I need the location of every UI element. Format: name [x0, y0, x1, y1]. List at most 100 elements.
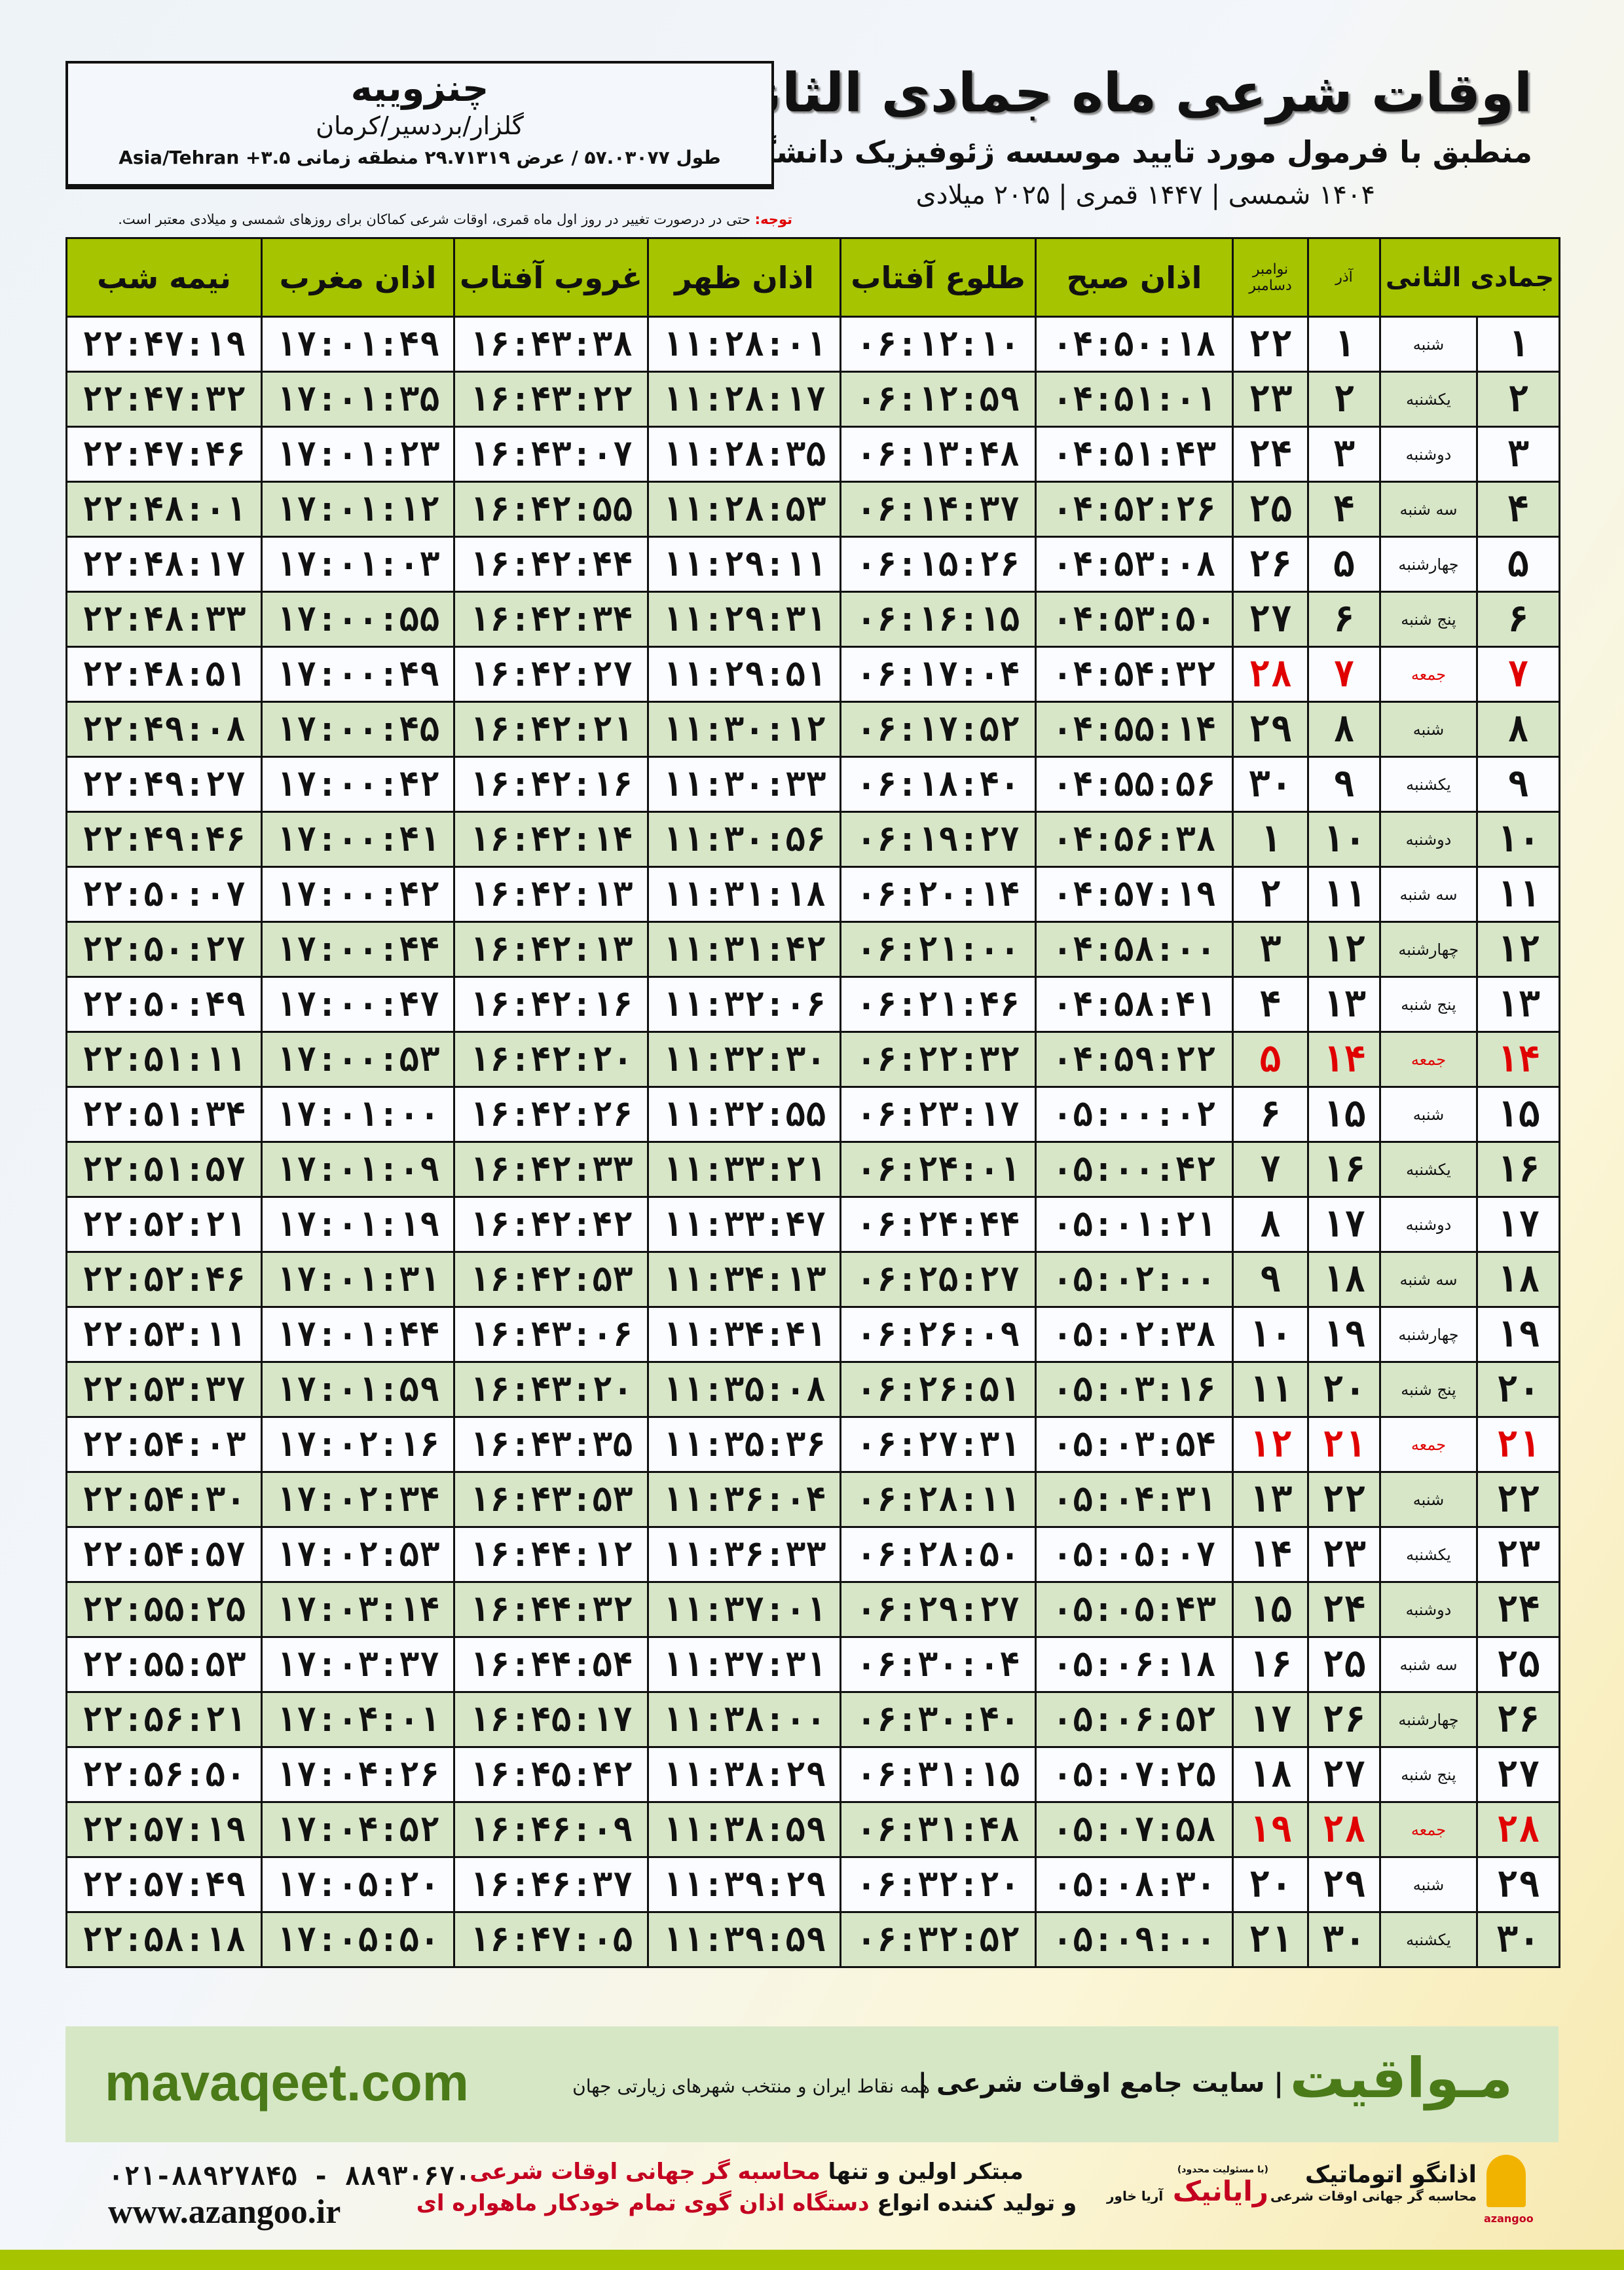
cell-hijri-day: ۱۶ [1476, 1141, 1560, 1198]
cell-gregorian-day: ۲۹ [1232, 701, 1309, 758]
cell-weekday: جمعه [1379, 1801, 1478, 1858]
table-row: ۲۲:۵۲:۴۶ ۱۷:۰۱:۳۱ ۱۶:۴۲:۵۳ ۱۱:۳۴:۱۳ ۰۶:۲۵:۲۷… [65, 1251, 1560, 1308]
cell-sunset: ۱۶:۴۲:۱۴ [453, 811, 649, 868]
cell-maghrib: ۱۷:۰۰:۴۷ [261, 976, 455, 1033]
cell-shamsi-day: ۸ [1307, 701, 1381, 758]
cell-hijri-day: ۱۳ [1476, 976, 1560, 1033]
region-name: گلزار/بردسیر/کرمان [316, 111, 524, 140]
cell-sunset: ۱۶:۴۲:۳۴ [453, 591, 649, 648]
table-row: ۲۲:۵۵:۵۳ ۱۷:۰۳:۳۷ ۱۶:۴۴:۵۴ ۱۱:۳۷:۳۱ ۰۶:۳۰:۰۴… [65, 1636, 1560, 1693]
cell-gregorian-day: ۳ [1232, 921, 1309, 978]
header-sunset: غروب آفتاب [453, 237, 649, 318]
cell-dhuhr: ۱۱:۳۷:۳۱ [647, 1636, 841, 1693]
cell-weekday: جمعه [1379, 646, 1478, 703]
table-row: ۲۲:۵۴:۳۰ ۱۷:۰۲:۳۴ ۱۶:۴۳:۵۳ ۱۱:۳۶:۰۴ ۰۶:۲۸:۱۱… [65, 1471, 1560, 1528]
table-row: ۲۲:۵۴:۵۷ ۱۷:۰۲:۵۳ ۱۶:۴۴:۱۲ ۱۱:۳۶:۳۳ ۰۶:۲۸:۵۰… [65, 1526, 1560, 1583]
cell-hijri-day: ۲۶ [1476, 1691, 1560, 1748]
cell-hijri-day: ۲۴ [1476, 1581, 1560, 1638]
cell-gregorian-day: ۱۰ [1232, 1306, 1309, 1363]
cell-sunset: ۱۶:۴۲:۲۷ [453, 646, 649, 703]
cell-hijri-day: ۱۴ [1476, 1031, 1560, 1088]
cell-hijri-day: ۳ [1476, 426, 1560, 483]
header-hijri: جمادی الثانی [1379, 237, 1560, 318]
cell-sunrise: ۰۶:۱۷:۵۲ [840, 701, 1037, 758]
cell-maghrib: ۱۷:۰۵:۵۰ [261, 1911, 455, 1968]
cell-sunrise: ۰۶:۲۶:۵۱ [840, 1361, 1037, 1418]
promo-line1: مبتکر اولین و تنها [820, 2159, 1024, 2185]
cell-hijri-day: ۱۷ [1476, 1196, 1560, 1253]
table-row: ۲۲:۵۳:۳۷ ۱۷:۰۱:۵۹ ۱۶:۴۳:۲۰ ۱۱:۳۵:۰۸ ۰۶:۲۶:۵۱… [65, 1361, 1560, 1418]
banner-slogan: | سایت جامع اوقات شرعی | [917, 2068, 1284, 2098]
cell-maghrib: ۱۷:۰۵:۲۰ [261, 1856, 455, 1913]
site-link[interactable]: mavaqeet.com [105, 2053, 469, 2112]
cell-weekday: شنبه [1379, 1086, 1478, 1143]
table-row: ۲۲:۵۳:۱۱ ۱۷:۰۱:۴۴ ۱۶:۴۳:۰۶ ۱۱:۳۴:۴۱ ۰۶:۲۶:۰۹… [65, 1306, 1560, 1363]
cell-midnight: ۲۲:۵۰:۴۹ [65, 976, 263, 1033]
cell-midnight: ۲۲:۵۳:۳۷ [65, 1361, 263, 1418]
cell-sunset: ۱۶:۴۲:۲۰ [453, 1031, 649, 1088]
cell-maghrib: ۱۷:۰۱:۰۹ [261, 1141, 455, 1198]
cell-hijri-day: ۶ [1476, 591, 1560, 648]
cell-dhuhr: ۱۱:۲۸:۳۵ [647, 426, 841, 483]
cell-dhuhr: ۱۱:۲۹:۳۱ [647, 591, 841, 648]
cell-gregorian-day: ۱۵ [1232, 1581, 1309, 1638]
header-shamsi: آذر [1307, 237, 1381, 318]
cell-sunrise: ۰۶:۲۲:۳۲ [840, 1031, 1037, 1088]
cell-weekday: چهارشنبه [1379, 1691, 1478, 1748]
cell-hijri-day: ۱۸ [1476, 1251, 1560, 1308]
cell-hijri-day: ۱۱ [1476, 866, 1560, 923]
cell-hijri-day: ۲۹ [1476, 1856, 1560, 1913]
cell-dhuhr: ۱۱:۳۸:۰۰ [647, 1691, 841, 1748]
cell-midnight: ۲۲:۴۷:۱۹ [65, 316, 263, 373]
cell-sunset: ۱۶:۴۵:۱۷ [453, 1691, 649, 1748]
cell-dhuhr: ۱۱:۲۸:۵۳ [647, 481, 841, 538]
page-subtitle: منطبق با فرمول مورد تایید موسسه ژئوفیزیک… [633, 134, 1532, 170]
cell-maghrib: ۱۷:۰۱:۳۱ [261, 1251, 455, 1308]
cell-shamsi-day: ۱۶ [1307, 1141, 1381, 1198]
bottom-bar [0, 2250, 1624, 2270]
cell-sunset: ۱۶:۴۳:۰۷ [453, 426, 649, 483]
cell-dhuhr: ۱۱:۳۸:۵۹ [647, 1801, 841, 1858]
cell-sunrise: ۰۶:۱۶:۱۵ [840, 591, 1037, 648]
cell-maghrib: ۱۷:۰۰:۴۵ [261, 701, 455, 758]
cell-fajr: ۰۴:۵۰:۱۸ [1035, 316, 1234, 373]
cell-hijri-day: ۷ [1476, 646, 1560, 703]
cell-weekday: یکشنبه [1379, 756, 1478, 813]
cell-shamsi-day: ۳۰ [1307, 1911, 1381, 1968]
cell-dhuhr: ۱۱:۳۹:۲۹ [647, 1856, 841, 1913]
cell-fajr: ۰۴:۵۷:۱۹ [1035, 866, 1234, 923]
cell-gregorian-day: ۲ [1232, 866, 1309, 923]
cell-dhuhr: ۱۱:۳۱:۴۲ [647, 921, 841, 978]
cell-dhuhr: ۱۱:۳۰:۳۳ [647, 756, 841, 813]
cell-sunset: ۱۶:۴۲:۲۶ [453, 1086, 649, 1143]
cell-shamsi-day: ۲۸ [1307, 1801, 1381, 1858]
cell-sunset: ۱۶:۴۳:۰۶ [453, 1306, 649, 1363]
cell-weekday: دوشنبه [1379, 426, 1478, 483]
phone-numbers: ۰۲۱-۸۸۹۲۷۸۴۵ - ۸۸۹۳۰۶۷۰ [108, 2161, 471, 2191]
cell-midnight: ۲۲:۵۵:۵۳ [65, 1636, 263, 1693]
cell-fajr: ۰۵:۰۸:۳۰ [1035, 1856, 1234, 1913]
cell-sunset: ۱۶:۴۷:۰۵ [453, 1911, 649, 1968]
cell-maghrib: ۱۷:۰۱:۴۹ [261, 316, 455, 373]
cell-weekday: پنج شنبه [1379, 1746, 1478, 1803]
cell-gregorian-day: ۲۱ [1232, 1911, 1309, 1968]
azangoo-link[interactable]: www.azangoo.ir [108, 2193, 341, 2231]
cell-dhuhr: ۱۱:۳۵:۰۸ [647, 1361, 841, 1418]
cell-sunrise: ۰۶:۲۳:۱۷ [840, 1086, 1037, 1143]
table-row: ۲۲:۵۷:۱۹ ۱۷:۰۴:۵۲ ۱۶:۴۶:۰۹ ۱۱:۳۸:۵۹ ۰۶:۳۱:۴۸… [65, 1801, 1560, 1858]
cell-sunset: ۱۶:۴۲:۱۳ [453, 921, 649, 978]
cell-sunset: ۱۶:۴۶:۳۷ [453, 1856, 649, 1913]
cell-sunset: ۱۶:۴۲:۴۲ [453, 1196, 649, 1253]
cell-hijri-day: ۱۲ [1476, 921, 1560, 978]
table-row: ۲۲:۴۷:۳۲ ۱۷:۰۱:۳۵ ۱۶:۴۳:۲۲ ۱۱:۲۸:۱۷ ۰۶:۱۲:۵۹… [65, 371, 1560, 428]
cell-sunrise: ۰۶:۲۷:۳۱ [840, 1416, 1037, 1473]
cell-shamsi-day: ۲۶ [1307, 1691, 1381, 1748]
azangoo-logo: اذانگو اتوماتیک محاسبه گر جهانی اوقات شر… [1270, 2161, 1477, 2204]
cell-dhuhr: ۱۱:۳۵:۳۶ [647, 1416, 841, 1473]
note-label: توجه: [754, 212, 792, 227]
cell-sunset: ۱۶:۴۵:۴۲ [453, 1746, 649, 1803]
cell-hijri-day: ۴ [1476, 481, 1560, 538]
cell-gregorian-day: ۴ [1232, 976, 1309, 1033]
cell-hijri-day: ۵ [1476, 536, 1560, 593]
cell-midnight: ۲۲:۵۶:۲۱ [65, 1691, 263, 1748]
